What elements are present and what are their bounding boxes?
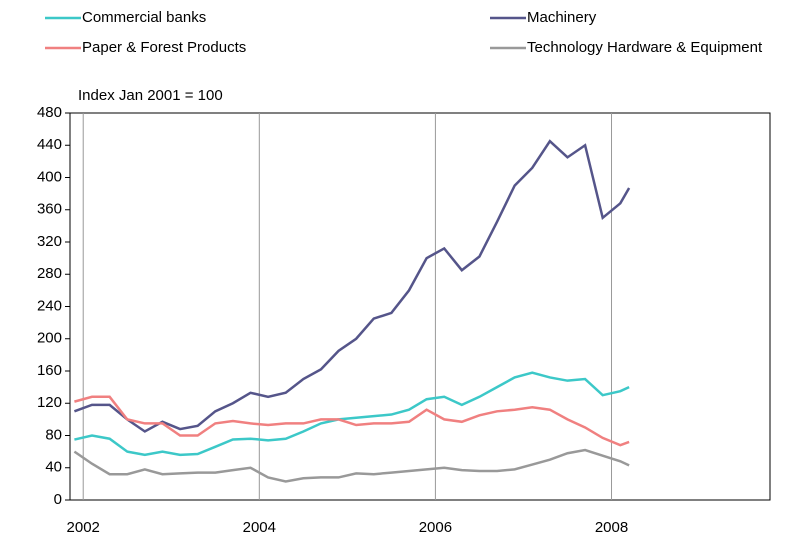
x-tick-label: 2006	[419, 519, 452, 536]
x-tick-label: 2002	[67, 519, 100, 536]
y-tick-label: 40	[45, 459, 62, 476]
y-tick-label: 120	[37, 394, 62, 411]
x-tick-label: 2008	[595, 519, 628, 536]
y-tick-label: 320	[37, 233, 62, 250]
line	[73, 139, 631, 433]
line	[74, 395, 630, 447]
y-tick-label: 360	[37, 201, 62, 218]
y-tick-label: 440	[37, 136, 62, 153]
plot-area	[69, 112, 771, 501]
y-axis-label: Index Jan 2001 = 100	[78, 87, 223, 104]
x-tick-label: 2004	[243, 519, 276, 536]
legend-label: Paper & Forest Products	[82, 39, 246, 56]
legend-label: Commercial banks	[82, 9, 206, 26]
y-tick-label: 80	[45, 426, 62, 443]
y-tick-label: 400	[37, 168, 62, 185]
y-tick-label: 160	[37, 362, 62, 379]
line	[73, 448, 630, 483]
y-tick-label: 0	[54, 491, 62, 508]
y-tick-label: 200	[37, 330, 62, 347]
legend-label: Technology Hardware & Equipment	[527, 39, 763, 56]
line	[74, 371, 630, 457]
y-tick-label: 480	[37, 104, 62, 121]
legend-label: Machinery	[527, 9, 597, 26]
y-tick-label: 280	[37, 265, 62, 282]
y-tick-label: 240	[37, 297, 62, 314]
